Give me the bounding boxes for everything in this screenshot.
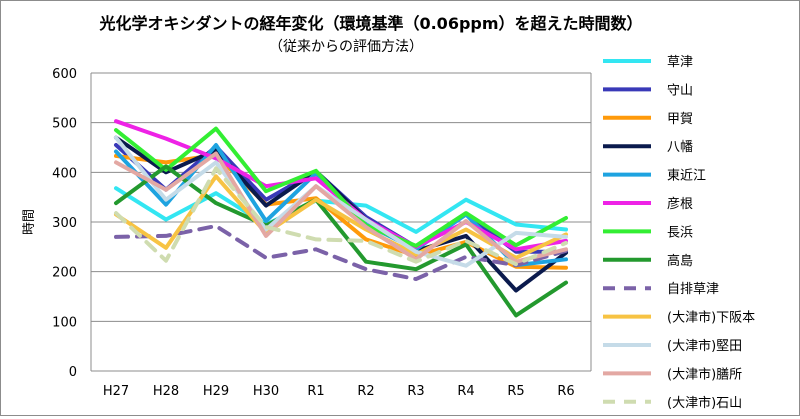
y-tick-label: 200 — [52, 266, 77, 281]
x-tick-label: R2 — [357, 384, 374, 399]
x-tick-label: R1 — [307, 384, 324, 399]
series-line — [114, 126, 568, 248]
axes — [90, 73, 592, 371]
series-line — [114, 224, 568, 282]
x-tick-labels: H27 H28 H29 H30 R1 R2 R3 R4 R5 R6 — [103, 384, 575, 399]
legend-label[interactable]: 守山 — [667, 83, 693, 98]
series-line — [114, 166, 568, 267]
y-axis-label: 時間 — [22, 209, 37, 235]
y-tick-labels: 0 100 200 300 400 500 600 — [52, 67, 77, 380]
series-lines — [114, 119, 568, 318]
x-tick-label: H28 — [153, 384, 179, 399]
legend-label[interactable]: (大津市)石山 — [667, 395, 742, 411]
chart-title: 光化学オキシダントの経年変化（環境基準（0.06ppm）を超えた時間数） — [98, 14, 642, 33]
series-line — [114, 151, 568, 264]
y-tick-label: 0 — [69, 365, 77, 380]
y-axis-label-group: 時間 — [22, 209, 37, 235]
legend-label[interactable]: 東近江 — [667, 168, 706, 184]
legend-label[interactable]: 高島 — [667, 253, 693, 269]
legend-label[interactable]: (大津市)膳所 — [667, 366, 742, 382]
legend-label[interactable]: 自排草津 — [667, 282, 719, 297]
legend-label[interactable]: (大津市)下阪本 — [667, 310, 755, 326]
y-tick-label: 600 — [52, 67, 77, 82]
gridlines — [91, 72, 591, 372]
legend-label[interactable]: 長浜 — [667, 225, 693, 240]
x-tick-label: H30 — [253, 384, 279, 399]
x-tick-label: H29 — [203, 384, 229, 399]
x-tick-label: R3 — [407, 384, 424, 399]
series-line — [114, 135, 568, 268]
legend-label[interactable]: 彦根 — [667, 196, 693, 212]
legend-label[interactable]: 草津 — [667, 55, 693, 70]
legend-label[interactable]: (大津市)堅田 — [667, 338, 742, 354]
x-tick-label: R6 — [557, 384, 574, 399]
y-tick-label: 300 — [52, 216, 77, 231]
x-tick-label: H27 — [103, 384, 129, 399]
x-tick-label: R5 — [507, 384, 524, 399]
y-tick-label: 400 — [52, 166, 77, 181]
series-line — [114, 164, 568, 318]
x-tick-label: R4 — [457, 384, 474, 399]
chart-subtitle: （従来からの評価方法） — [269, 39, 423, 55]
legend-label[interactable]: 甲賀 — [667, 112, 693, 127]
y-tick-label: 500 — [52, 117, 77, 132]
legend-label[interactable]: 八幡 — [667, 140, 693, 155]
y-tick-label: 100 — [52, 315, 77, 330]
